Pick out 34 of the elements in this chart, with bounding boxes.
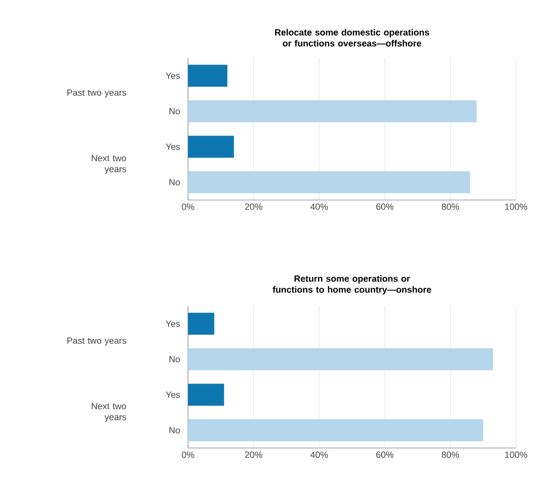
x-tick-label: 100%	[505, 452, 528, 458]
y-tick-label: No	[170, 108, 180, 114]
x-tick-label: 60%	[376, 204, 394, 210]
text: Past two years	[67, 89, 126, 98]
bar	[188, 312, 214, 335]
x-tick-label: 0%	[182, 204, 194, 210]
y-tick-label: Yes	[166, 144, 180, 150]
bar	[188, 64, 228, 87]
x-tick-label: 80%	[442, 204, 460, 210]
y-tick-label: No	[170, 356, 180, 362]
bar	[188, 419, 484, 442]
chart-title: Relocate some domestic operations or functions overseas—offshore	[275, 28, 430, 47]
text: Next two years	[92, 155, 126, 174]
x-tick-label: 20%	[245, 204, 262, 210]
bar	[188, 384, 224, 406]
x-tick-label: 100%	[505, 204, 528, 210]
chart-title: Return some operations or functions to home country—onshore	[272, 275, 432, 295]
bar	[188, 171, 470, 194]
y-tick-label: Yes	[166, 72, 180, 79]
bar	[188, 100, 477, 122]
x-tick-label: 80%	[442, 452, 460, 458]
x-tick-label: 0%	[182, 452, 194, 458]
bar	[188, 136, 234, 158]
y-tick-label: No	[170, 427, 180, 434]
y-tick-label: Yes	[166, 320, 180, 327]
x-tick-label: 20%	[245, 452, 262, 458]
y-tick-label: No	[170, 179, 180, 186]
bar	[188, 348, 494, 370]
x-tick-label: 60%	[376, 452, 394, 458]
x-tick-label: 40%	[310, 204, 328, 210]
text: Past two years	[67, 337, 126, 346]
x-tick-label: 40%	[310, 452, 328, 458]
y-tick-label: Yes	[166, 392, 180, 398]
text: Next two years	[92, 403, 126, 422]
